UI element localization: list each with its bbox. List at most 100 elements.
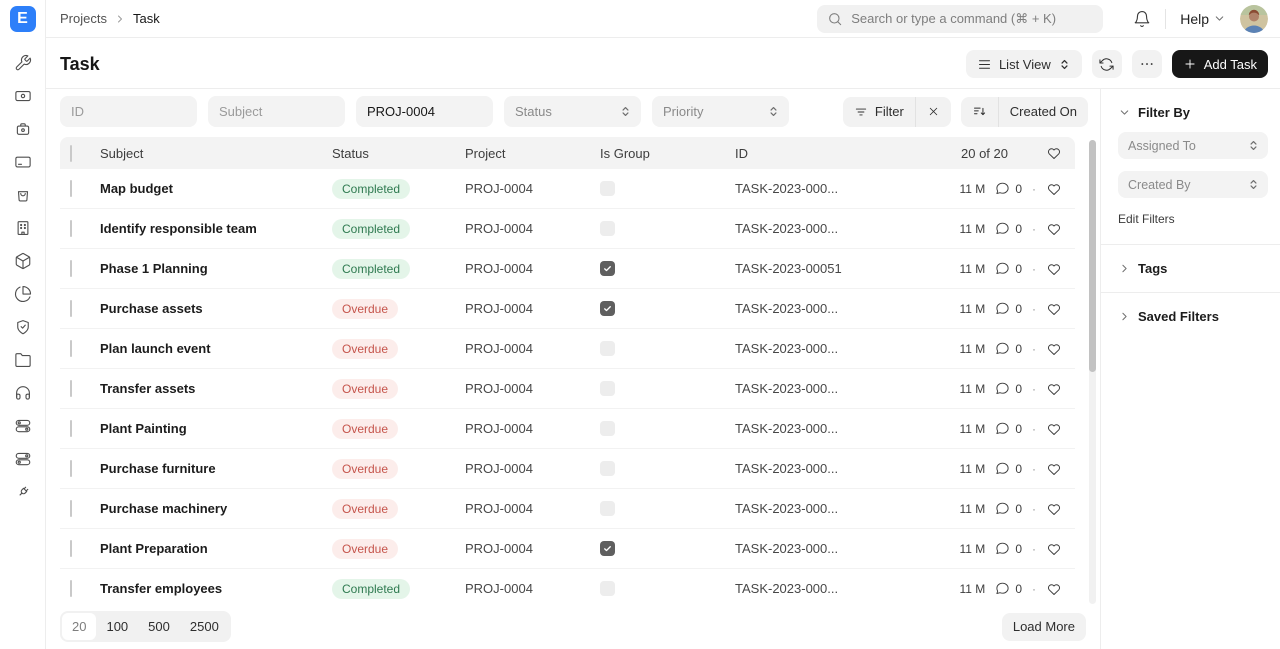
row-checkbox[interactable] (70, 380, 72, 397)
table-row[interactable]: Identify responsible team Completed PROJ… (60, 209, 1075, 249)
table-row[interactable]: Transfer employees Completed PROJ-0004 T… (60, 569, 1075, 608)
column-id[interactable]: ID (735, 145, 748, 161)
filter-button[interactable]: Filter (843, 97, 915, 127)
breadcrumb-task[interactable]: Task (132, 11, 160, 26)
view-switcher-button[interactable]: List View (965, 50, 1082, 78)
task-subject[interactable]: Transfer employees (100, 581, 223, 596)
sort-field-button[interactable]: Created On (999, 97, 1088, 127)
task-subject[interactable]: Phase 1 Planning (100, 261, 208, 276)
comment-count[interactable]: 0 (995, 341, 1022, 356)
like-heart-icon[interactable] (1046, 381, 1062, 397)
row-checkbox[interactable] (70, 260, 72, 277)
like-heart-icon[interactable] (1046, 301, 1062, 317)
table-row[interactable]: Phase 1 Planning Completed PROJ-0004 TAS… (60, 249, 1075, 289)
card-icon[interactable] (14, 153, 32, 171)
task-subject[interactable]: Plant Preparation (100, 541, 208, 556)
table-row[interactable]: Map budget Completed PROJ-0004 TASK-2023… (60, 169, 1075, 209)
table-row[interactable]: Plant Preparation Overdue PROJ-0004 TASK… (60, 529, 1075, 569)
task-subject[interactable]: Map budget (100, 181, 173, 196)
like-heart-icon[interactable] (1046, 501, 1062, 517)
like-heart-icon[interactable] (1046, 261, 1062, 277)
add-task-button[interactable]: Add Task (1171, 50, 1268, 78)
filter-id-input[interactable] (60, 96, 197, 127)
comment-count[interactable]: 0 (995, 221, 1022, 236)
user-avatar[interactable] (1240, 4, 1268, 33)
comment-count[interactable]: 0 (995, 261, 1022, 276)
quality-icon[interactable] (14, 318, 32, 336)
refresh-button[interactable] (1091, 50, 1122, 78)
support-icon[interactable] (14, 384, 32, 402)
more-options-button[interactable] (1131, 50, 1162, 78)
task-subject[interactable]: Purchase furniture (100, 461, 216, 476)
column-status[interactable]: Status (332, 145, 369, 161)
comment-count[interactable]: 0 (995, 501, 1022, 516)
like-heart-icon[interactable] (1046, 341, 1062, 357)
stock-icon[interactable] (14, 252, 32, 270)
notifications-bell-icon[interactable] (1133, 10, 1151, 28)
automation-icon[interactable] (14, 450, 32, 468)
edit-filters-link[interactable]: Edit Filters (1118, 212, 1175, 226)
select-all-checkbox[interactable] (70, 144, 72, 162)
row-checkbox[interactable] (70, 460, 72, 477)
clear-filter-button[interactable] (916, 97, 951, 127)
like-heart-icon[interactable] (1046, 421, 1062, 437)
like-heart-icon[interactable] (1046, 221, 1062, 237)
tags-section-toggle[interactable]: Tags (1118, 261, 1268, 276)
page-size-100[interactable]: 100 (106, 619, 129, 634)
task-subject[interactable]: Plant Painting (100, 421, 187, 436)
load-more-button[interactable]: Load More (1001, 612, 1086, 641)
column-subject[interactable]: Subject (100, 145, 144, 161)
row-checkbox[interactable] (70, 180, 72, 197)
like-heart-icon[interactable] (1046, 541, 1062, 557)
payments-icon[interactable] (14, 87, 32, 105)
column-project[interactable]: Project (465, 145, 506, 161)
integrations-icon[interactable] (14, 417, 32, 435)
filter-by-section-toggle[interactable]: Filter By (1118, 105, 1268, 120)
table-row[interactable]: Transfer assets Overdue PROJ-0004 TASK-2… (60, 369, 1075, 409)
row-checkbox[interactable] (70, 580, 72, 597)
row-checkbox[interactable] (70, 500, 72, 517)
like-heart-icon[interactable] (1046, 581, 1062, 597)
comment-count[interactable]: 0 (995, 541, 1022, 556)
page-size-2500[interactable]: 2500 (189, 619, 219, 634)
selling-icon[interactable] (14, 186, 32, 204)
sort-direction-button[interactable] (961, 97, 998, 127)
row-checkbox[interactable] (70, 340, 72, 357)
tools-icon[interactable] (14, 54, 32, 72)
help-menu[interactable]: Help (1180, 11, 1226, 27)
connections-icon[interactable] (14, 483, 32, 501)
page-size-20[interactable]: 20 (62, 613, 97, 640)
like-heart-icon[interactable] (1046, 181, 1062, 197)
row-checkbox[interactable] (70, 540, 72, 557)
task-subject[interactable]: Plan launch event (100, 341, 211, 356)
projects-icon[interactable] (14, 351, 32, 369)
page-size-500[interactable]: 500 (148, 619, 170, 634)
filter-priority-select[interactable]: Priority (652, 96, 789, 127)
erpnext-logo-icon[interactable]: E (9, 6, 36, 32)
global-search-input[interactable]: Search or type a command (⌘ + K) (817, 4, 1104, 33)
comment-count[interactable]: 0 (995, 581, 1022, 596)
scrollbar-thumb[interactable] (1089, 140, 1096, 372)
task-subject[interactable]: Purchase machinery (100, 501, 228, 516)
comment-count[interactable]: 0 (995, 381, 1022, 396)
table-row[interactable]: Purchase machinery Overdue PROJ-0004 TAS… (60, 489, 1075, 529)
row-checkbox[interactable] (70, 220, 72, 237)
organization-icon[interactable] (14, 219, 32, 237)
filter-project-input[interactable] (356, 96, 493, 127)
comment-count[interactable]: 0 (995, 421, 1022, 436)
assigned-to-select[interactable]: Assigned To (1118, 132, 1268, 159)
row-checkbox[interactable] (70, 420, 72, 437)
task-subject[interactable]: Purchase assets (100, 301, 203, 316)
comment-count[interactable]: 0 (995, 301, 1022, 316)
column-is-group[interactable]: Is Group (600, 145, 650, 161)
filter-status-select[interactable]: Status (504, 96, 641, 127)
task-subject[interactable]: Identify responsible team (100, 221, 257, 236)
breadcrumb-projects[interactable]: Projects (60, 11, 107, 26)
table-row[interactable]: Plan launch event Overdue PROJ-0004 TASK… (60, 329, 1075, 369)
comment-count[interactable]: 0 (995, 461, 1022, 476)
created-by-select[interactable]: Created By (1118, 171, 1268, 198)
saved-filters-section-toggle[interactable]: Saved Filters (1118, 309, 1268, 324)
like-heart-icon[interactable] (1046, 461, 1062, 477)
filter-subject-input[interactable] (208, 96, 345, 127)
row-checkbox[interactable] (70, 300, 72, 317)
